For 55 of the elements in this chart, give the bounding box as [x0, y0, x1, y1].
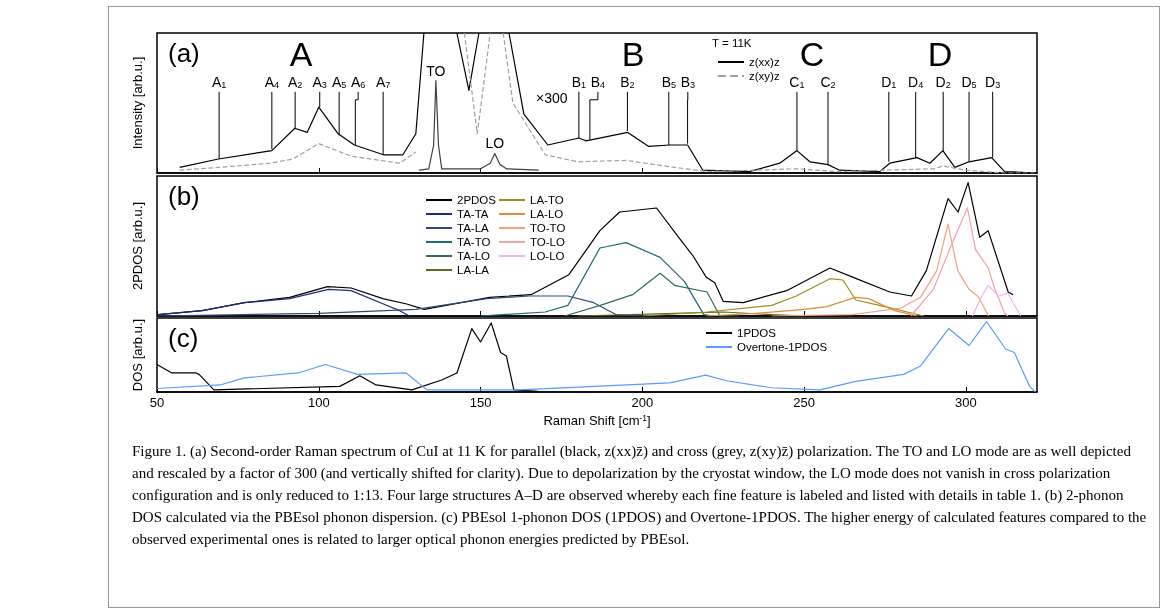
legend-label: LO-LO	[529, 250, 565, 262]
annotation: C2	[820, 74, 836, 91]
legend-label: TO-TO	[529, 222, 566, 234]
annotation: D5	[961, 74, 977, 91]
legend-label: TO-LO	[529, 236, 565, 248]
annotation: B5	[661, 74, 677, 91]
legend-label: TA-LA	[457, 222, 490, 234]
chart-title: (b)	[168, 181, 200, 211]
legend-label: 2PDOS	[457, 194, 497, 206]
annotation: B2	[620, 74, 635, 91]
annotation: D	[927, 35, 953, 73]
annotation: C	[799, 35, 825, 73]
annotation: D2	[935, 74, 951, 91]
annotation: A	[289, 35, 313, 73]
x-tick-label: 100	[307, 395, 330, 410]
legend-label: LA-LO	[529, 208, 564, 220]
legend-label: LA-TO	[529, 194, 564, 206]
y-axis-title: 2PDOS [arb.u.]	[129, 201, 145, 291]
x-tick-label: 250	[793, 395, 815, 410]
x-tick-label: 300	[954, 395, 977, 410]
annotation: A3	[312, 74, 327, 91]
annotation: A5	[331, 74, 347, 91]
legend-label: TA-TO	[457, 236, 491, 248]
annotation: A1	[211, 74, 227, 91]
x-tick-label: 200	[631, 395, 654, 410]
annotation: A6	[350, 74, 366, 91]
legend-label: LA-LA	[457, 264, 490, 276]
caption: Figure 1. (a) Second-order Raman spectrum of CuI at 11 K for parallel (black, z(xx)z̄) and cross (grey, z(xy)z̄) polarization. The TO and LO mode are as well depicted and rescaled by a factor of 300 (and vertically shifted for clarity). Due to depolarization by the cryostat window, the LO mode does not vanish in cross polarization configuration and is only reduced to 1:13. Four large structures A–D are observed whereby each fine feature is labeled and listed with details in table 1. (b) 2-phonon DOS calculated via the PBEsol phonon dispersion. (c) PBEsol 1-phonon DOS (1PDOS) and Overtone-1PDOS. The higher energy of calculated features compared to the observed experimental ones is related to larger optical phonon energies predicted by PBEsol.	[132, 442, 1147, 549]
annotation: B3	[680, 74, 696, 91]
legend-label: Overtone-1PDOS	[737, 341, 828, 353]
legend-label: TA-LO	[457, 250, 491, 262]
y-axis-title: Intensity [arb.u.]	[129, 56, 145, 150]
legend-label: z(xy)z	[749, 70, 780, 82]
annotation: B	[621, 35, 645, 73]
legend-label: TA-TA	[457, 208, 489, 220]
chart-title: (c)	[168, 323, 199, 353]
annotation: A4	[264, 74, 280, 91]
x-tick-label: 150	[469, 395, 492, 410]
annotation: A7	[375, 74, 391, 91]
y-axis-title: DOS [arb.u.]	[129, 318, 145, 392]
annotation: D3	[985, 74, 1001, 91]
annotation: D4	[908, 74, 924, 91]
annotation: TO	[426, 62, 446, 79]
legend-label: 1PDOS	[737, 327, 777, 339]
annotation: C1	[789, 74, 805, 91]
x-tick-label: 50	[149, 395, 165, 410]
annotation: ×300	[536, 90, 568, 106]
legend-label: z(xx)z	[749, 56, 780, 68]
chart-title: (a)	[168, 38, 200, 68]
annotation: D1	[881, 74, 897, 91]
annotation: B4	[590, 74, 606, 91]
annotation: LO	[485, 135, 505, 152]
annotation: A2	[287, 74, 303, 91]
annotation: B1	[571, 74, 587, 91]
annotation: T = 11K	[712, 37, 752, 49]
